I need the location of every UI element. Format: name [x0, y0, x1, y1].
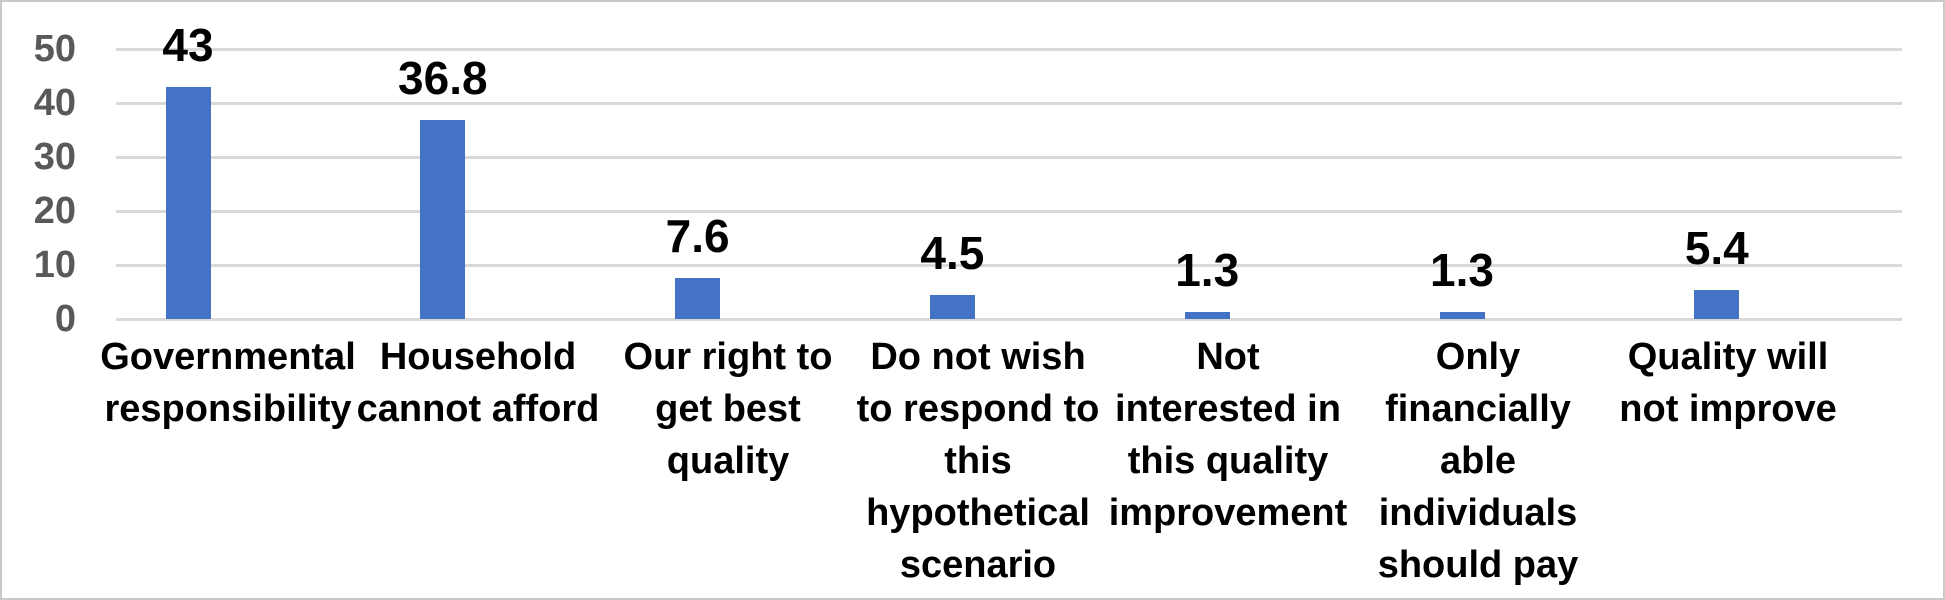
category-label-line: hypothetical	[866, 492, 1090, 534]
category-label-line: quality	[666, 440, 790, 482]
category-label-line: interested in	[1115, 388, 1341, 430]
category-label-line: Household	[379, 336, 577, 378]
bar-value-label: 1.3	[1430, 243, 1494, 296]
y-axis-tick-label: 40	[33, 82, 76, 124]
category-label: Not interested in this quality improvement	[1078, 331, 1378, 539]
y-axis-tick-label: 50	[33, 28, 76, 70]
bar-value-label: 4.5	[920, 226, 985, 279]
bar	[675, 277, 721, 319]
bar-value-label: 36.8	[398, 52, 488, 105]
category-label-line: Governmental	[100, 336, 356, 378]
category-label: Household cannot afford	[328, 331, 628, 435]
h-gridline	[116, 155, 1902, 159]
bar	[1694, 289, 1740, 319]
category-label-line: to respond to	[856, 388, 1100, 430]
bar-value-label: 7.6	[665, 209, 730, 262]
category-label: Governmental responsibility	[78, 331, 378, 435]
h-gridline	[116, 47, 1902, 51]
bar	[420, 120, 466, 319]
category-label-line: financially	[1385, 388, 1571, 430]
h-gridline	[116, 209, 1902, 213]
h-gridline	[116, 101, 1902, 105]
y-axis-tick-label: 20	[33, 190, 76, 232]
y-axis-tick-label: 30	[33, 136, 76, 178]
bar	[165, 86, 211, 319]
bar	[1184, 311, 1230, 319]
category-label: Quality will not improve	[1578, 331, 1878, 435]
category-label-line: should pay	[1377, 544, 1579, 586]
category-label-line: scenario	[899, 544, 1057, 586]
category-label: Do not wish to respond to this hypothetical…	[828, 331, 1128, 591]
category-label-line: Our right to	[623, 336, 833, 378]
category-label-line: Not	[1196, 336, 1260, 378]
y-axis-tick-label: 0	[54, 298, 76, 340]
category-label-line: Quality will	[1627, 336, 1829, 378]
category-label-line: this	[944, 440, 1012, 482]
h-gridline	[116, 263, 1902, 267]
category-label-line: Only	[1435, 336, 1521, 378]
h-gridline	[116, 317, 1902, 321]
category-label-line: not improve	[1619, 388, 1837, 430]
category-label-line: individuals	[1378, 492, 1578, 534]
category-label: Only financially able individuals should pay	[1328, 331, 1628, 591]
bar	[929, 294, 975, 319]
category-label-line: Do not wish	[870, 336, 1086, 378]
category-label-line: responsibility	[104, 388, 352, 430]
category-label-line: able	[1439, 440, 1517, 482]
y-axis-tick-label: 10	[33, 244, 76, 286]
bar	[1439, 311, 1485, 319]
category-label-line: improvement	[1108, 492, 1348, 534]
category-label-line: get best	[655, 388, 801, 430]
category-label: Our right to get best quality	[578, 331, 878, 487]
category-label-line: cannot afford	[356, 388, 600, 430]
bar-value-label: 1.3	[1175, 243, 1240, 296]
bar-value-label: 5.4	[1684, 221, 1749, 274]
bar-value-label: 43	[162, 18, 214, 71]
category-label-line: this quality	[1127, 440, 1329, 482]
